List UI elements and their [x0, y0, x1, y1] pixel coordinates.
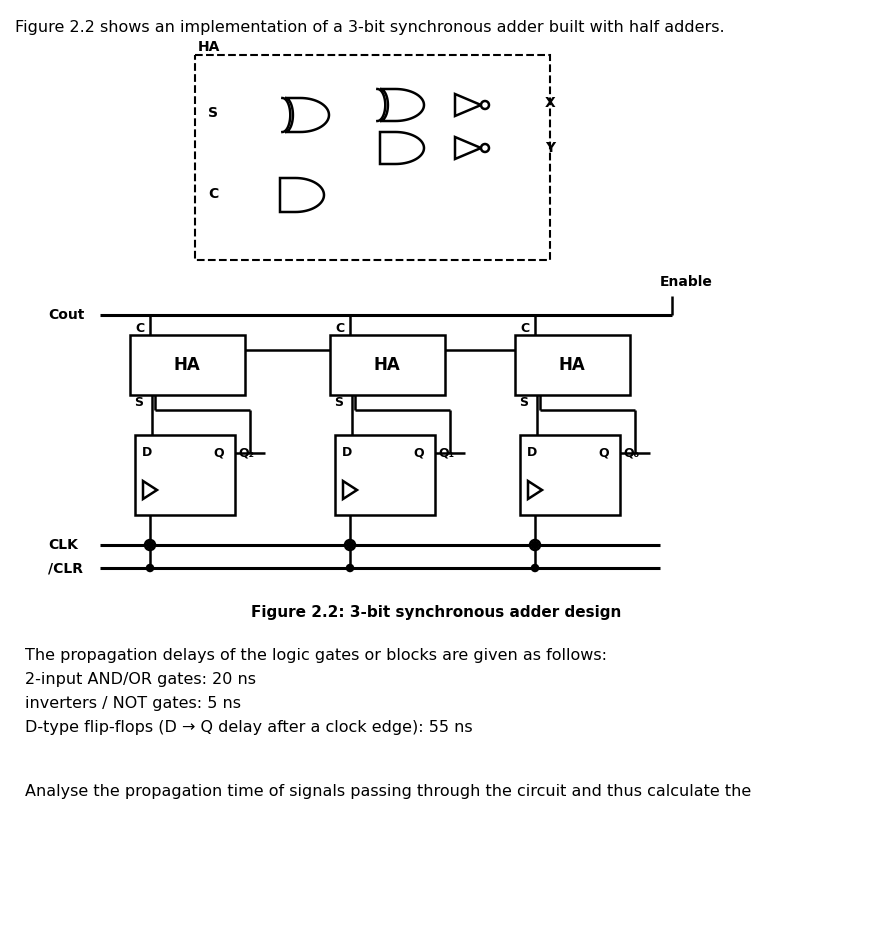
Text: Q₁: Q₁ — [438, 447, 454, 460]
Text: HA: HA — [559, 356, 586, 374]
Text: C: C — [208, 187, 218, 201]
Text: The propagation delays of the logic gates or blocks are given as follows:: The propagation delays of the logic gate… — [25, 648, 607, 663]
Text: HA: HA — [198, 40, 220, 54]
Text: S: S — [334, 397, 343, 410]
Text: /CLR: /CLR — [48, 561, 83, 575]
Text: Q₂: Q₂ — [238, 447, 254, 460]
Text: C: C — [135, 323, 144, 336]
Bar — [520, 435, 620, 515]
Text: Figure 2.2 shows an implementation of a 3-bit synchronous adder built with half : Figure 2.2 shows an implementation of a … — [15, 20, 725, 35]
Circle shape — [481, 144, 489, 152]
Circle shape — [347, 565, 353, 571]
Text: D: D — [142, 447, 152, 460]
Circle shape — [345, 540, 355, 550]
Text: Analyse the propagation time of signals passing through the circuit and thus cal: Analyse the propagation time of signals … — [25, 784, 752, 799]
Text: Enable: Enable — [660, 275, 713, 289]
Bar — [330, 335, 445, 395]
Polygon shape — [285, 98, 329, 132]
Polygon shape — [455, 94, 481, 116]
Text: CLK: CLK — [48, 538, 78, 552]
Circle shape — [147, 542, 153, 548]
Circle shape — [481, 101, 489, 109]
Text: D: D — [527, 447, 537, 460]
Circle shape — [530, 540, 540, 550]
Polygon shape — [280, 178, 324, 212]
Polygon shape — [343, 481, 357, 499]
Text: D: D — [342, 447, 352, 460]
Bar — [135, 435, 235, 515]
Text: Q: Q — [413, 447, 423, 460]
Text: X: X — [545, 96, 556, 110]
Bar — [195, 55, 550, 260]
Text: Figure 2.2: 3-bit synchronous adder design: Figure 2.2: 3-bit synchronous adder desi… — [251, 605, 622, 620]
Bar — [515, 335, 630, 395]
Text: S: S — [208, 106, 218, 120]
Polygon shape — [143, 481, 157, 499]
Text: Y: Y — [545, 141, 555, 155]
Polygon shape — [455, 137, 481, 159]
Bar — [130, 335, 245, 395]
Circle shape — [147, 565, 153, 571]
Circle shape — [145, 540, 155, 550]
Text: HA: HA — [174, 356, 201, 374]
Text: Cout: Cout — [48, 308, 85, 322]
Polygon shape — [528, 481, 542, 499]
Text: Q: Q — [213, 447, 223, 460]
Text: D-type flip-flops (D → Q delay after a clock edge): 55 ns: D-type flip-flops (D → Q delay after a c… — [25, 720, 472, 735]
Text: C: C — [520, 323, 529, 336]
Circle shape — [347, 542, 353, 548]
Text: Q: Q — [598, 447, 608, 460]
Text: C: C — [335, 323, 344, 336]
Text: S: S — [519, 397, 528, 410]
Text: inverters / NOT gates: 5 ns: inverters / NOT gates: 5 ns — [25, 696, 241, 711]
Text: Q₀: Q₀ — [623, 447, 639, 460]
Text: HA: HA — [374, 356, 401, 374]
Polygon shape — [380, 89, 424, 121]
Text: 2-input AND/OR gates: 20 ns: 2-input AND/OR gates: 20 ns — [25, 672, 256, 687]
Circle shape — [532, 565, 538, 571]
Text: S: S — [134, 397, 143, 410]
Circle shape — [532, 542, 538, 548]
Polygon shape — [380, 132, 424, 164]
Bar — [335, 435, 435, 515]
